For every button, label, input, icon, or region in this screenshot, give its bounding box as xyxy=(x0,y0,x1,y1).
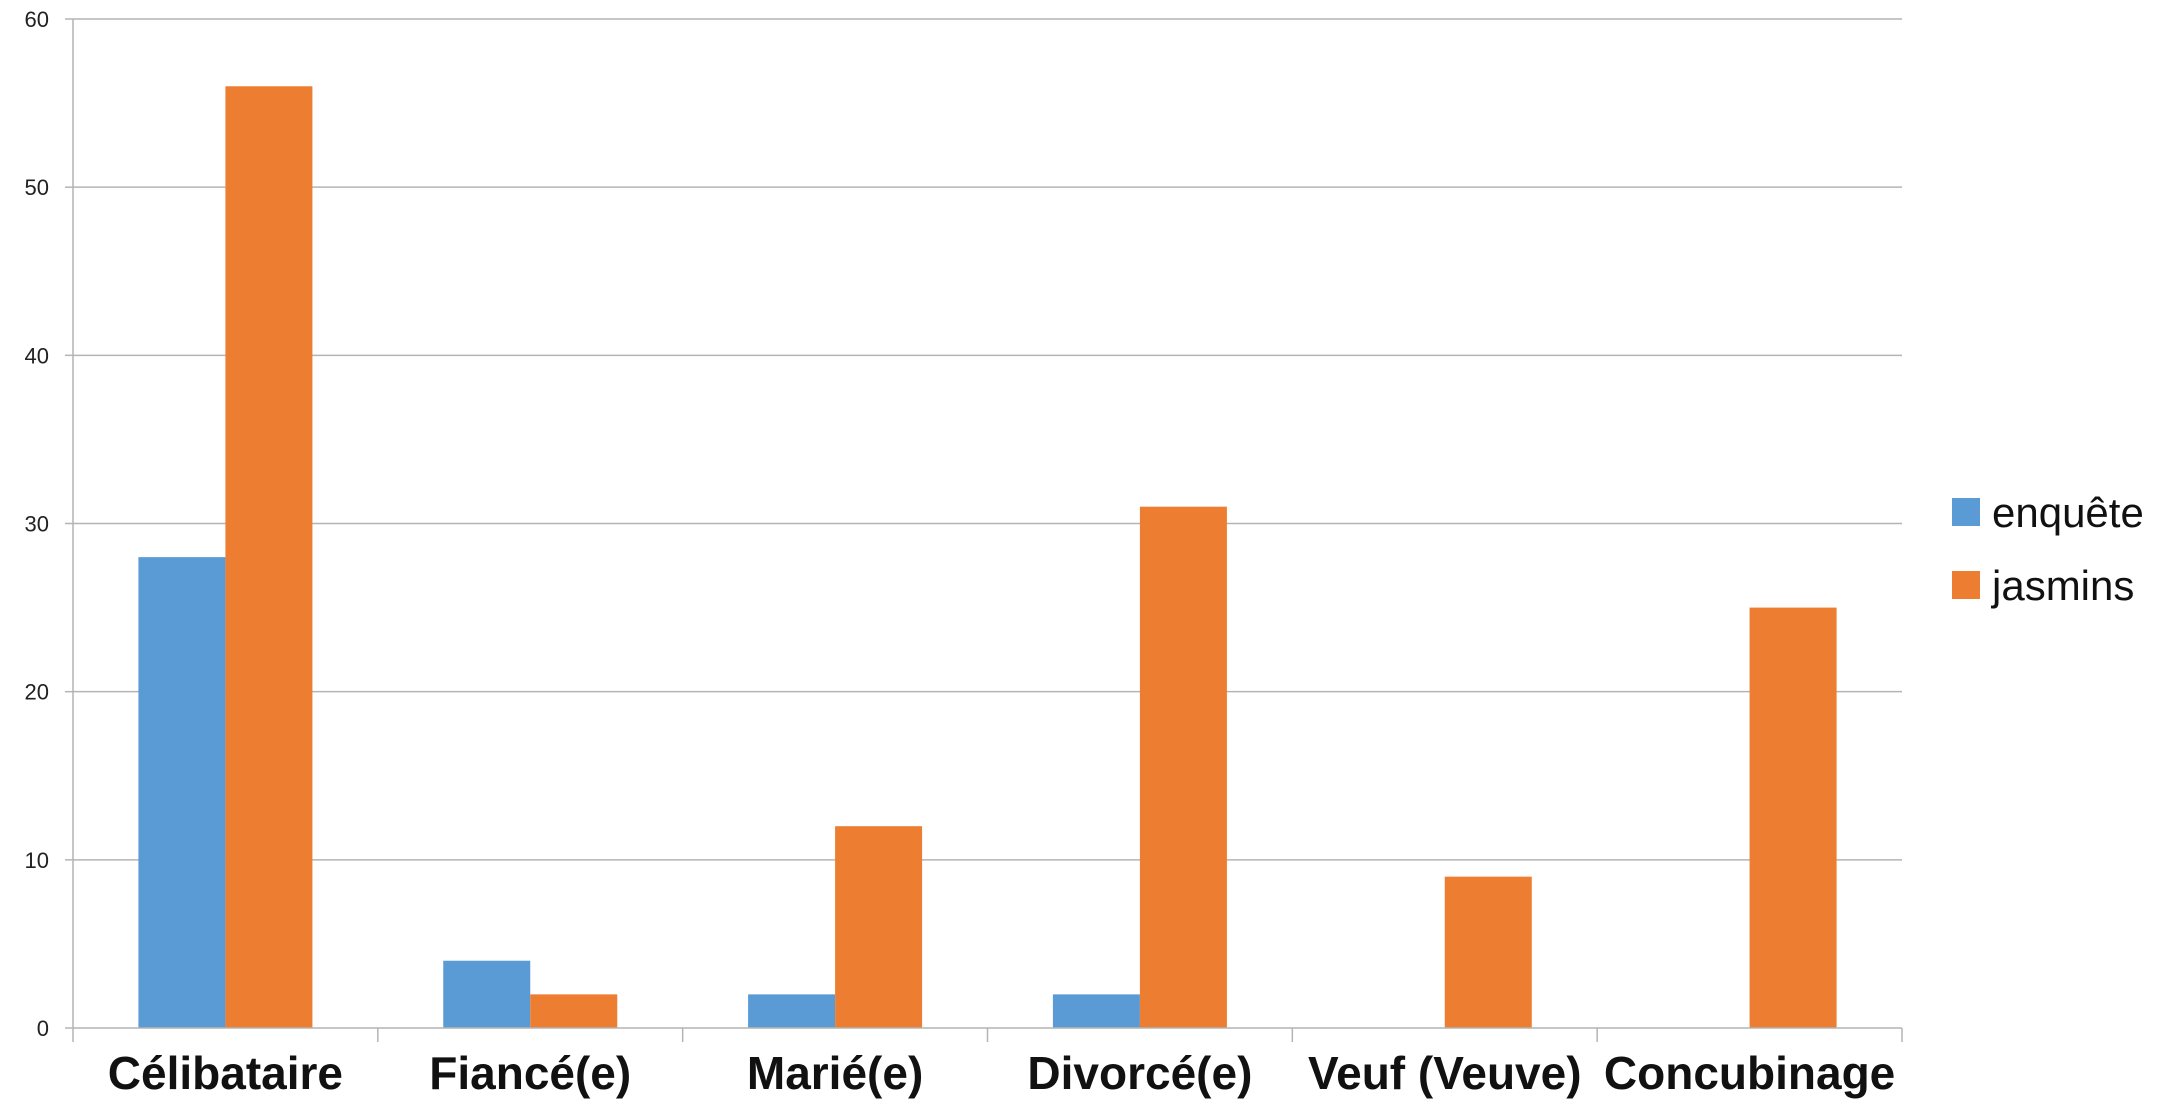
legend-swatch-enquête xyxy=(1952,498,1980,526)
y-tick-label: 60 xyxy=(25,7,49,32)
bar-enquête-Divorcé(e) xyxy=(1052,994,1140,1028)
x-tick-label: Concubinage xyxy=(1604,1047,1895,1099)
x-axis-tick-labels: Célibataire Fiancé(e) Marié(e) Divorcé(e) Ve… xyxy=(108,1047,1895,1099)
x-tick-label: Fiancé(e) xyxy=(429,1047,631,1099)
x-tick-label: Veuf (Veuve) xyxy=(1308,1047,1582,1099)
x-tick-label: Marié(e) xyxy=(747,1047,923,1099)
y-tick-label: 30 xyxy=(25,512,49,537)
y-tick-label: 0 xyxy=(37,1016,49,1041)
axes xyxy=(65,18,1903,1042)
legend-label: jasmins xyxy=(1990,562,2134,609)
y-axis-tick-labels: 0 10 20 30 40 50 60 xyxy=(25,7,49,1041)
x-tick-label: Célibataire xyxy=(108,1047,343,1099)
y-tick-label: 10 xyxy=(25,848,49,873)
bar-jasmins-Concubinage xyxy=(1749,607,1837,1028)
legend: enquête jasmins xyxy=(1952,489,2144,609)
bar-jasmins-Veuf (Veuve) xyxy=(1444,876,1532,1028)
bars xyxy=(138,86,1837,1029)
bar-enquête-Fiancé(e) xyxy=(443,960,531,1028)
bar-jasmins-Marié(e) xyxy=(835,826,923,1028)
gridlines xyxy=(73,18,1902,861)
legend-label: enquête xyxy=(1992,489,2144,536)
bar-enquête-Célibataire xyxy=(138,557,226,1028)
bar-jasmins-Fiancé(e) xyxy=(530,994,618,1028)
y-tick-label: 20 xyxy=(25,680,49,705)
bar-jasmins-Célibataire xyxy=(225,86,313,1029)
bar-enquête-Marié(e) xyxy=(748,994,836,1028)
bar-jasmins-Divorcé(e) xyxy=(1139,506,1227,1028)
y-tick-label: 40 xyxy=(25,343,49,368)
legend-swatch-jasmins xyxy=(1952,571,1980,599)
x-tick-label: Divorcé(e) xyxy=(1027,1047,1252,1099)
y-tick-label: 50 xyxy=(25,175,49,200)
